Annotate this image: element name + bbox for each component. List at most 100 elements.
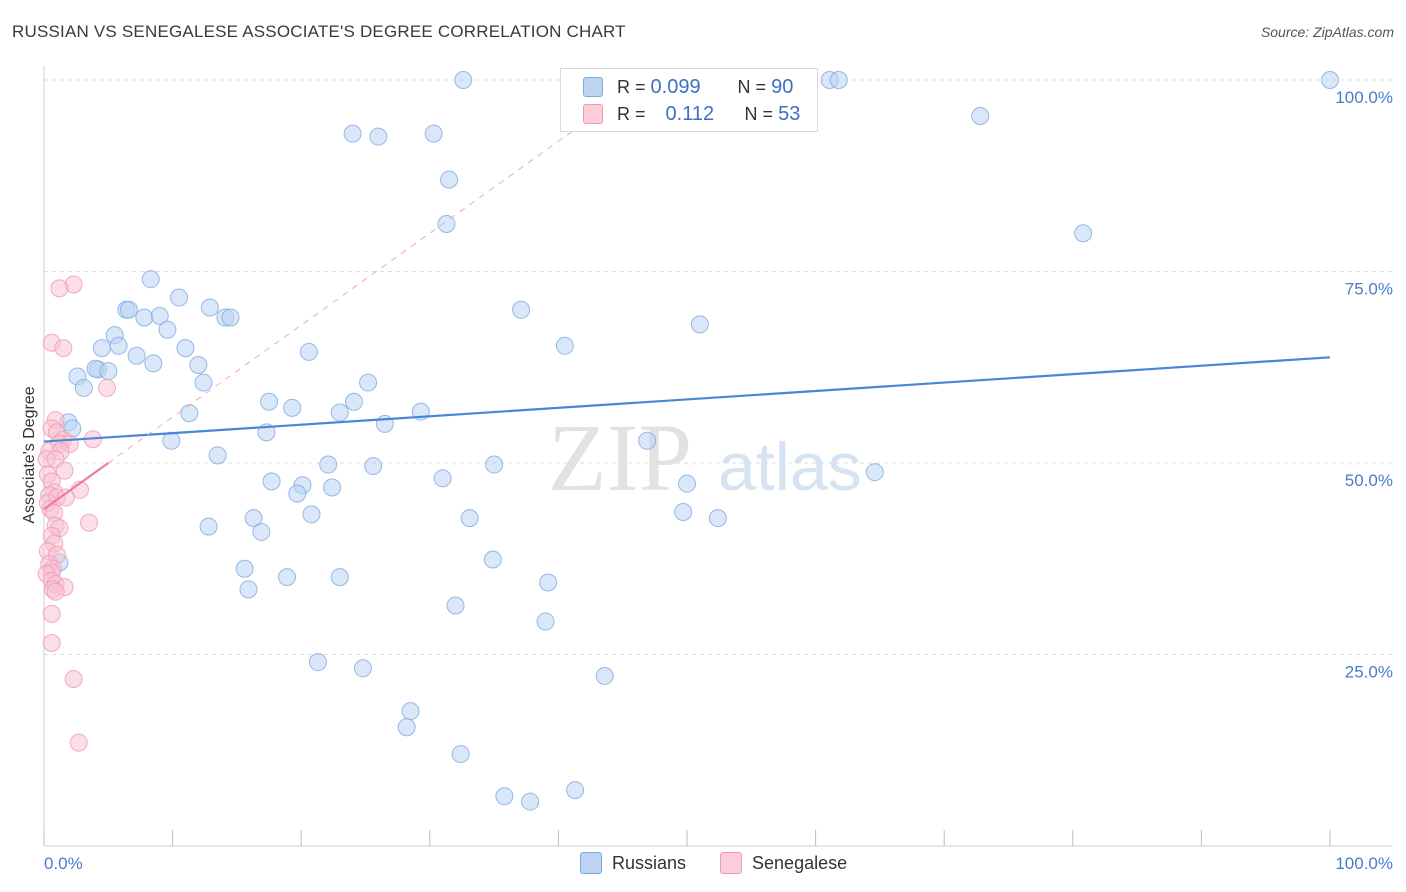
- senegalese-point[interactable]: [42, 604, 61, 623]
- russians-point[interactable]: [566, 781, 585, 800]
- russians-point[interactable]: [369, 127, 388, 146]
- russians-point[interactable]: [364, 457, 383, 476]
- russians-point[interactable]: [323, 478, 342, 497]
- senegalese-point[interactable]: [98, 378, 117, 397]
- russians-point[interactable]: [424, 124, 443, 143]
- russians-point[interactable]: [344, 392, 363, 411]
- russians-point[interactable]: [690, 315, 709, 334]
- russians-point[interactable]: [343, 124, 362, 143]
- russians-point[interactable]: [971, 107, 990, 126]
- legend-item-senegalese[interactable]: Senegalese: [720, 852, 847, 874]
- legend-swatch-senegalese: [583, 104, 603, 124]
- legend-row-russians: R = 0.099 N = 90: [583, 73, 793, 101]
- russians-point[interactable]: [239, 580, 258, 599]
- russians-point[interactable]: [555, 336, 574, 355]
- russians-point[interactable]: [235, 559, 254, 578]
- russians-point[interactable]: [401, 702, 420, 721]
- russians-point[interactable]: [283, 398, 302, 417]
- russians-point[interactable]: [74, 378, 93, 397]
- russians-point[interactable]: [674, 503, 693, 522]
- russians-point[interactable]: [451, 745, 470, 764]
- russians-point[interactable]: [829, 71, 848, 89]
- russians-point[interactable]: [1321, 71, 1339, 89]
- russians-point[interactable]: [353, 659, 372, 678]
- russians-point[interactable]: [299, 342, 318, 361]
- russians-point[interactable]: [302, 505, 321, 524]
- russians-point[interactable]: [119, 300, 138, 319]
- senegalese-point[interactable]: [46, 582, 65, 601]
- russians-point[interactable]: [127, 346, 146, 365]
- russians-point[interactable]: [865, 463, 884, 482]
- russians-point[interactable]: [208, 446, 227, 465]
- russians-point[interactable]: [194, 373, 213, 392]
- russians-point[interactable]: [536, 612, 555, 631]
- russians-point[interactable]: [446, 596, 465, 615]
- russians-point[interactable]: [433, 469, 452, 488]
- russians-point[interactable]: [460, 509, 479, 528]
- y-tick-label-0: 100.0%: [1335, 88, 1393, 107]
- senegalese-point[interactable]: [56, 488, 75, 507]
- russians-point[interactable]: [330, 568, 349, 587]
- russians-point[interactable]: [319, 455, 338, 474]
- russians-point[interactable]: [252, 522, 271, 541]
- senegalese-point[interactable]: [42, 634, 61, 653]
- russians-point[interactable]: [141, 270, 160, 289]
- legend-swatch-senegalese: [720, 852, 743, 874]
- russians-point[interactable]: [512, 300, 531, 319]
- russians-point[interactable]: [308, 653, 327, 672]
- russians-point[interactable]: [638, 431, 657, 450]
- russians-point[interactable]: [150, 306, 169, 325]
- russians-point[interactable]: [595, 666, 614, 685]
- russians-point[interactable]: [144, 354, 163, 373]
- russians-point[interactable]: [92, 339, 111, 358]
- legend-r-label: R =: [617, 76, 646, 97]
- russians-point[interactable]: [359, 373, 378, 392]
- senegalese-point[interactable]: [69, 733, 88, 752]
- senegalese-point[interactable]: [50, 279, 69, 298]
- russians-point[interactable]: [440, 170, 459, 189]
- russians-point[interactable]: [158, 320, 177, 339]
- russians-point[interactable]: [109, 336, 128, 355]
- legend-n-label: N =: [744, 103, 774, 124]
- legend-row-senegalese: R = 0.112 N = 53: [583, 100, 800, 128]
- legend-n-value: 90: [771, 75, 794, 98]
- russians-point[interactable]: [199, 517, 218, 536]
- senegalese-point[interactable]: [64, 670, 83, 689]
- russians-point[interactable]: [483, 550, 502, 569]
- senegalese-point[interactable]: [80, 513, 99, 532]
- legend-item-russians[interactable]: Russians: [580, 852, 686, 874]
- chart-title: RUSSIAN VS SENEGALESE ASSOCIATE'S DEGREE…: [12, 22, 626, 41]
- series-legend: Russians Senegalese: [580, 852, 881, 874]
- russians-point[interactable]: [262, 472, 281, 491]
- russians-point[interactable]: [200, 298, 219, 317]
- russians-point[interactable]: [162, 431, 181, 450]
- russians-point[interactable]: [189, 355, 208, 374]
- russians-point[interactable]: [678, 474, 696, 493]
- russians-point[interactable]: [135, 308, 154, 327]
- russians-point[interactable]: [221, 308, 240, 327]
- russians-point[interactable]: [485, 455, 504, 474]
- russians-point[interactable]: [288, 484, 307, 503]
- russians-point[interactable]: [244, 509, 263, 528]
- russians-point[interactable]: [708, 509, 727, 528]
- russians-point[interactable]: [539, 573, 558, 592]
- russians-point[interactable]: [454, 71, 473, 89]
- legend-n-value: 53: [778, 102, 801, 125]
- watermark-zip: ZIP: [548, 404, 692, 511]
- russians-point[interactable]: [278, 568, 297, 587]
- russians-point[interactable]: [170, 288, 189, 307]
- russians-point[interactable]: [330, 403, 349, 422]
- senegalese-trend-extension: [108, 79, 645, 464]
- russians-point[interactable]: [521, 792, 540, 811]
- russians-point[interactable]: [1074, 224, 1093, 243]
- russians-point[interactable]: [437, 215, 456, 234]
- russians-point[interactable]: [397, 718, 416, 737]
- russians-point[interactable]: [180, 404, 199, 423]
- senegalese-point[interactable]: [54, 339, 73, 358]
- y-tick-label-2: 50.0%: [1345, 471, 1393, 490]
- senegalese-point[interactable]: [55, 461, 74, 480]
- russians-point[interactable]: [260, 392, 279, 411]
- russians-point[interactable]: [495, 787, 514, 806]
- russians-point[interactable]: [99, 362, 118, 381]
- russians-point[interactable]: [176, 339, 195, 358]
